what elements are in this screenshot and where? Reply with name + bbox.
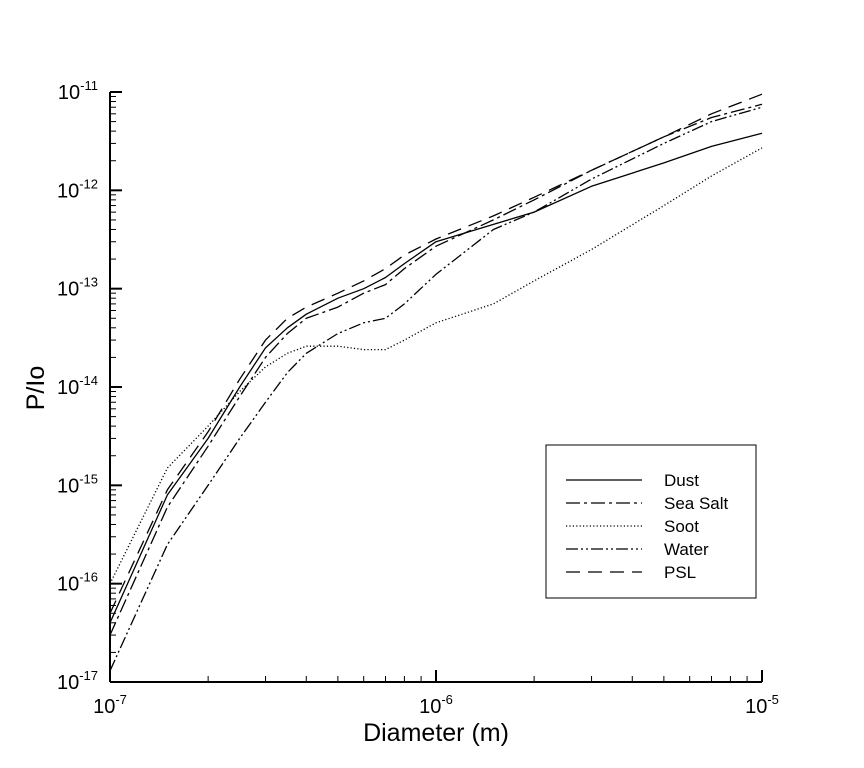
x-tick-label: 10-7 <box>93 692 127 718</box>
y-tick-label: 10-17 <box>57 668 98 694</box>
series-line-water <box>109 106 763 672</box>
series-line-soot <box>109 147 763 584</box>
y-axis-title: P/Io <box>22 366 50 410</box>
y-tick-label: 10-15 <box>57 471 98 497</box>
series-line-psl <box>109 93 763 614</box>
legend-label: Sea Salt <box>664 494 729 513</box>
y-tick-label: 10-16 <box>57 570 98 596</box>
y-tick-label: 10-14 <box>57 373 98 399</box>
x-axis-title: Diameter (m) <box>363 719 509 747</box>
legend-box <box>545 444 757 599</box>
y-tick-label: 10-13 <box>57 275 98 301</box>
y-tick-label: 10-12 <box>57 176 98 202</box>
legend-label: Dust <box>664 471 699 490</box>
legend-label: PSL <box>664 563 696 582</box>
x-ticks: 10-7 10-6 10-5 <box>93 670 779 718</box>
x-tick-label: 10-5 <box>745 692 779 718</box>
y-ticks: 10-17 10-16 10-15 10-14 10-13 10-12 10-11 <box>57 78 122 694</box>
series-line-dust <box>109 132 763 624</box>
legend: Dust Sea Salt Soot Water PSL <box>545 444 757 599</box>
x-tick-label: 10-6 <box>419 692 453 718</box>
y-tick-label: 10-11 <box>58 78 98 104</box>
legend-label: Water <box>664 540 709 559</box>
series-line-sea-salt <box>109 103 763 636</box>
series-layer <box>109 93 763 672</box>
legend-label: Soot <box>664 517 699 536</box>
